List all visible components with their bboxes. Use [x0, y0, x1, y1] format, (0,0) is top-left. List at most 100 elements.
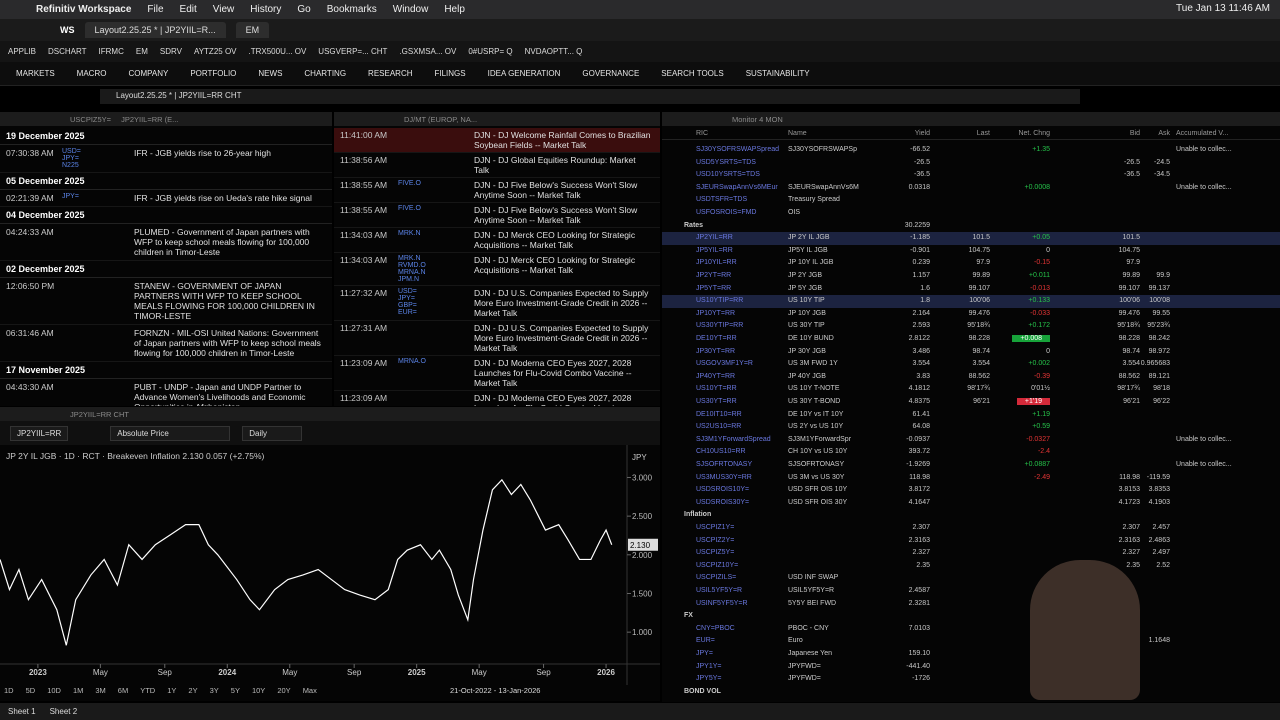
ric[interactable]: CH10US10=RR [696, 448, 746, 456]
headline[interactable]: DJN - DJ Merck CEO Looking for Strategic… [474, 255, 636, 275]
bookmark[interactable]: USGVERP=... CHT [318, 47, 388, 56]
table-row[interactable]: US30YTIP=RR US 30Y TIP 2.593 95'18¾ +0.172 95… [662, 320, 1280, 333]
news-item[interactable]: 11:38:55 AM FIVE.O DJN - DJ Five Below's S… [334, 178, 660, 203]
ric[interactable]: JPY1Y= [696, 662, 722, 670]
menu-item[interactable]: Help [444, 4, 465, 15]
range-button[interactable]: 2Y [188, 686, 198, 695]
menu-item[interactable]: History [250, 4, 282, 15]
ric[interactable]: USFOSROIS=FMD [696, 209, 757, 216]
table-row[interactable]: JP40YT=RR JP 40Y JGB 3.83 88.562 -0.39 88.562… [662, 371, 1280, 384]
headline[interactable]: DJN - DJ Merck CEO Looking for Strategic… [474, 230, 636, 250]
news-item[interactable]: 04:43:30 AM PUBT - UNDP - Japan and UNDP … [0, 379, 332, 406]
table-row[interactable]: JP2YT=RR JP 2Y JGB 1.157 99.89 +0.011 99.89 99… [662, 270, 1280, 283]
headline[interactable]: DJN - DJ Welcome Rainfall Comes to Brazi… [474, 130, 651, 150]
ric-link[interactable]: MRNA.O [398, 358, 426, 365]
column-header[interactable]: Net. Chng [1018, 130, 1050, 137]
menu-item[interactable]: Edit [179, 4, 197, 15]
address-bar[interactable]: Layout2.25.25 * | JP2YIIL=RR CHT [100, 89, 1080, 104]
sheet-tab[interactable]: Sheet 1 [8, 707, 36, 716]
ric[interactable]: JP10YT=RR [696, 309, 736, 317]
table-row[interactable]: US3MUS30Y=RR US 3M vs US 30Y 118.98 -2.49 11… [662, 472, 1280, 485]
table-row[interactable]: JPY5Y= JPYFWD= -1726 [662, 673, 1280, 686]
ric-link[interactable]: JPY= [398, 295, 415, 302]
table-row[interactable]: JP2YIL=RR JP 2Y IL JGB -1.185 101.5 +0.05 101… [662, 232, 1280, 245]
table-row[interactable]: USCPIZ10Y= 2.35 2.35 2.52 [662, 560, 1280, 573]
table-row[interactable]: US10YT=RR US 10Y T-NOTE 4.1812 98'17¾ 0'01½ 9… [662, 383, 1280, 396]
ric[interactable]: USD10YSRTS=TDS [696, 171, 760, 179]
interval[interactable]: Daily [242, 425, 303, 441]
news-item[interactable]: 11:34:03 AM MRK.N DJN - DJ Merck CEO Looki… [334, 228, 660, 253]
news-item[interactable]: 12:06:50 PM STANEW - GOVERNMENT OF JAPAN … [0, 278, 332, 325]
ric[interactable]: USDTSFR=TDS [696, 196, 748, 204]
column-header[interactable]: Yield [914, 130, 930, 137]
bookmark[interactable]: NVDAOPTT... Q [524, 47, 583, 56]
ric[interactable]: USDSROIS30Y= [696, 498, 750, 506]
headline[interactable]: FORNZN - MIL-OSI United Nations: Governm… [134, 328, 321, 358]
bookmark[interactable]: DSCHART [48, 47, 87, 56]
range-button[interactable]: 10Y [251, 686, 266, 695]
news-item[interactable]: 11:23:09 AM MRNA.O DJN - DJ Moderna CEO Ey… [334, 356, 660, 391]
ric[interactable]: JPY= [696, 650, 713, 657]
ric-link[interactable]: JPY= [62, 193, 79, 200]
ric[interactable]: USIL5YF5Y=R [696, 587, 743, 594]
table-row[interactable]: USFOSROIS=FMD OIS [662, 207, 1280, 220]
bookmark[interactable]: EM [135, 47, 148, 56]
table-row[interactable]: USDSROIS10Y= USD SFR OIS 10Y 3.8172 3.8153 3… [662, 484, 1280, 497]
ric-link[interactable]: JPY= [62, 155, 79, 162]
news-item[interactable]: 11:27:31 AM DJN - DJ U.S. Companies Expec… [334, 321, 660, 356]
ric[interactable]: JP10YIL=RR [696, 259, 737, 267]
table-row[interactable]: USD5YSRTS=TDS -26.5 -26.5 -24.5 [662, 157, 1280, 170]
range-button[interactable]: 1M [72, 686, 84, 695]
tab[interactable]: DJ/MT (EUROP, NA... [404, 114, 478, 124]
group-row[interactable]: FX [662, 610, 1280, 623]
ric[interactable]: SJ30YSOFRSWAPSpread [696, 146, 779, 153]
news-item[interactable]: 11:34:03 AM MRK.N RVMD.O MRNA.N JPM.N DJN - D… [334, 253, 660, 286]
table-row[interactable]: USCPIZ2Y= 2.3163 2.3163 2.4863 [662, 535, 1280, 548]
range-button[interactable]: Max [302, 686, 317, 695]
nav-item[interactable]: NEWS [258, 69, 283, 78]
nav-item[interactable]: RESEARCH [368, 69, 413, 78]
table-row[interactable]: USGOV3MF1Y=R US 3M FWD 1Y 3.554 3.554 +0.002… [662, 358, 1280, 371]
menu-item[interactable]: Window [392, 4, 429, 15]
tab[interactable]: JP2YIIL=RR CHT [70, 409, 129, 419]
news-item[interactable]: 11:41:00 AM DJN - DJ Welcome Rainfall Com… [334, 128, 660, 153]
range-button[interactable]: 10D [47, 686, 61, 695]
ric[interactable]: DE10YT=RR [696, 335, 737, 342]
ric[interactable]: USCPIZ10Y= [696, 561, 739, 569]
ric-link[interactable]: USD= [62, 148, 81, 155]
ric[interactable]: US30YT=RR [696, 398, 737, 405]
ric-link[interactable]: GBP= [398, 302, 417, 309]
news-item[interactable]: 11:38:55 AM FIVE.O DJN - DJ Five Below's S… [334, 203, 660, 228]
table-row[interactable]: USCPIZ1Y= 2.307 2.307 2.457 [662, 522, 1280, 535]
news-item[interactable]: 04:24:33 AM PLUMED - Government of Japan … [0, 224, 332, 261]
ric[interactable]: JP5YT=RR [696, 284, 732, 292]
headline[interactable]: STANEW - GOVERNMENT OF JAPAN PARTNERS WI… [134, 281, 315, 321]
bookmark[interactable]: IFRMC [98, 47, 124, 56]
range-button[interactable]: 5D [25, 686, 36, 695]
bookmark[interactable]: 0#USRP= Q [468, 47, 513, 56]
table-row[interactable]: SJ30YSOFRSWAPSpread SJ30YSOFRSWAPSp -66.52… [662, 144, 1280, 157]
table-row[interactable]: USDTSFR=TDS Treasury Spread [662, 194, 1280, 207]
range-button[interactable]: 1Y [167, 686, 177, 695]
ric[interactable]: USCPIZ5Y= [696, 549, 735, 557]
ric[interactable]: USCPIZILS= [696, 574, 737, 582]
ric-link[interactable]: FIVE.O [398, 180, 421, 187]
nav-item[interactable]: SUSTAINABILITY [745, 69, 810, 78]
ric[interactable]: USD5YSRTS=TDS [696, 158, 756, 166]
group-row[interactable]: Rates 30.2259 [662, 220, 1280, 233]
ric[interactable]: JP5YIL=RR [696, 246, 733, 254]
ric[interactable]: EUR= [696, 637, 715, 645]
bookmark[interactable]: .GSXMSA... OV [399, 47, 457, 56]
table-row[interactable]: CH10US10=RR CH 10Y vs US 10Y 393.72 -2.4 [662, 446, 1280, 459]
ric[interactable]: DE10IT10=RR [696, 410, 742, 418]
table-row[interactable]: USD10YSRTS=TDS -36.5 -36.5 -34.5 [662, 169, 1280, 182]
nav-item[interactable]: GOVERNANCE [582, 69, 640, 78]
headline[interactable]: IFR - JGB yields rise to 26-year high [134, 148, 271, 158]
table-row[interactable]: US30YT=RR US 30Y T-BOND 4.8375 96'21 +1'19 96… [662, 396, 1280, 409]
range-button[interactable]: 5Y [230, 686, 240, 695]
brand[interactable]: WS [60, 25, 75, 35]
price-type[interactable]: Absolute Price [110, 425, 231, 441]
ric[interactable]: JP30YT=RR [696, 347, 736, 355]
ric-link[interactable]: EUR= [398, 309, 417, 316]
column-header[interactable]: RIC [696, 130, 709, 137]
